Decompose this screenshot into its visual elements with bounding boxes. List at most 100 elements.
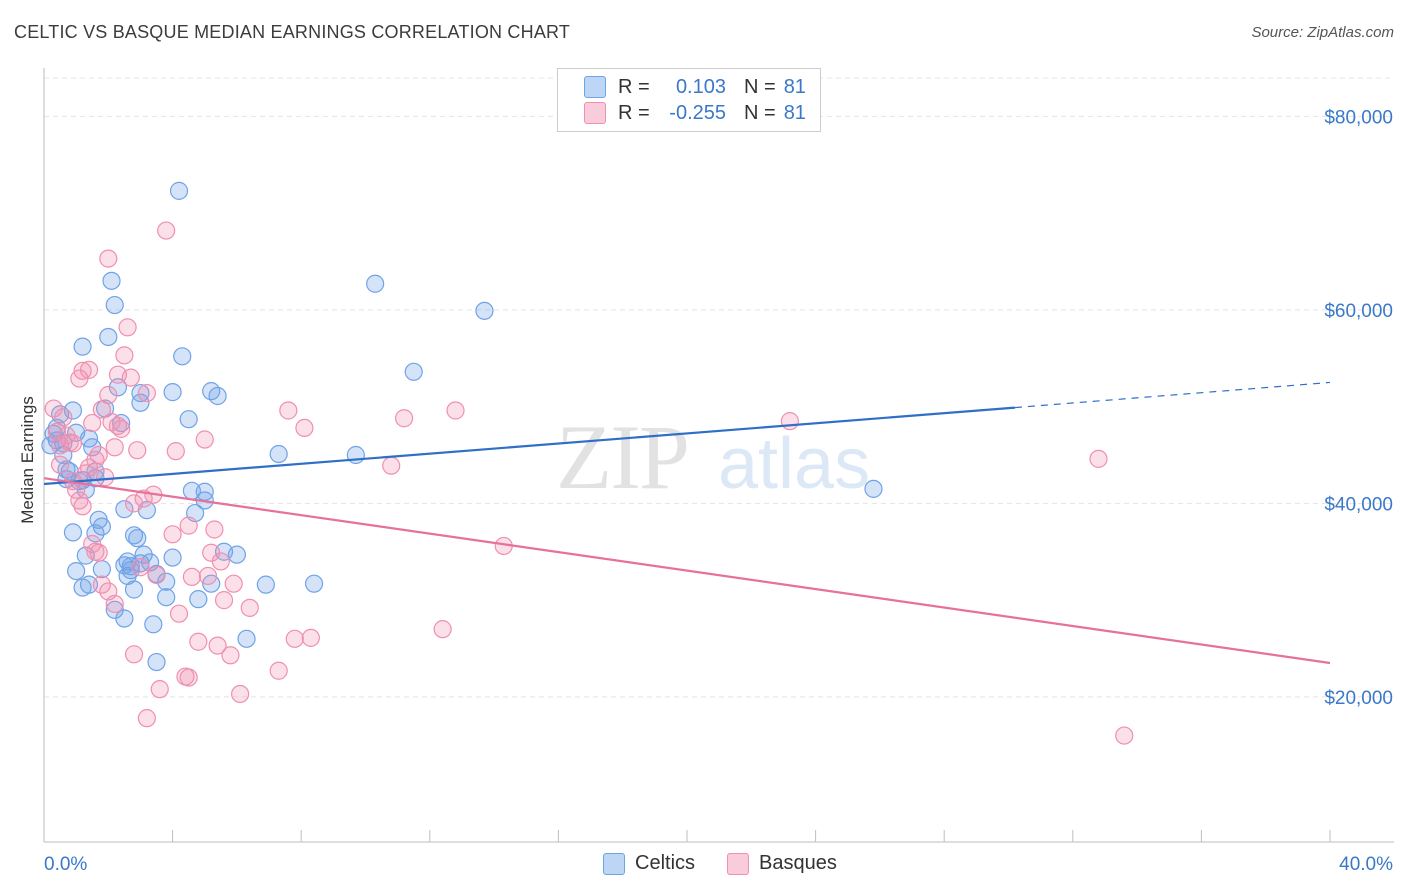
point-basques [150,680,169,699]
point-celtics [208,386,227,406]
point-basques [240,598,259,617]
point-celtics [63,523,83,542]
point-basques [134,489,153,508]
point-celtics [864,479,883,498]
series-celtics [41,181,883,672]
point-basques [70,491,89,510]
point-celtics [124,580,144,599]
point-celtics [256,575,275,594]
point-celtics [237,629,256,648]
point-celtics [169,181,189,200]
trend-line-celtics [43,406,1016,486]
point-celtics [304,574,324,593]
point-basques [269,661,288,680]
legend-n-value: 81 [783,75,806,98]
axis-labels: $20,000 $40,000 $60,000 $80,000 0.0% 40.0% Med… [18,107,1393,875]
trend-line-basques [43,477,1331,665]
point-celtics [63,401,83,420]
point-basques [166,442,185,461]
point-basques [179,516,198,535]
legend-r-label: R = [618,101,650,124]
point-celtics [173,347,192,366]
point-basques [50,455,70,474]
point-basques [198,566,218,586]
point-basques [131,558,150,577]
point-celtics [475,301,494,320]
point-basques [105,438,124,457]
legend-n-label: N = [744,101,776,124]
legend-n-value: 81 [783,101,806,124]
point-basques [169,604,189,623]
point-celtics [92,517,111,536]
point-basques [382,456,401,475]
x-tick-label-min: 0.0% [44,854,87,875]
point-basques [108,416,128,436]
legend-r-value: 0.103 [675,75,726,98]
legend-swatch-basques [584,102,606,124]
point-celtics [102,271,121,290]
bottom-legend-celtics: Celtics [603,852,695,875]
point-celtics [108,378,128,397]
point-celtics [366,274,385,293]
point-basques [221,646,240,665]
point-basques [189,632,208,651]
point-basques [76,464,95,483]
point-celtics [112,413,131,433]
point-basques [115,346,134,365]
point-celtics [131,554,150,573]
point-basques [92,575,111,594]
series-basques [44,221,1134,745]
axes [43,68,1394,843]
point-basques [163,525,182,544]
point-basques [95,468,115,487]
point-celtics [404,362,423,381]
point-basques [1089,449,1108,468]
point-basques [83,413,102,433]
point-basques [137,709,156,728]
point-celtics [92,560,111,579]
legend-row-basques: R = -0.255 N = 81 [584,100,806,126]
point-celtics [73,578,92,597]
chart-title: CELTIC VS BASQUE MEDIAN EARNINGS CORRELA… [14,22,571,42]
point-basques [433,620,452,639]
trend-lines [43,381,1331,665]
point-celtics [227,545,246,564]
point-basques [224,574,243,593]
point-celtics [157,588,176,607]
x-tick-label-max: 40.0% [1339,854,1393,875]
point-basques [214,591,234,610]
point-basques [285,629,304,648]
point-celtics [189,590,208,609]
legend-n-label: N = [744,75,776,98]
point-basques [124,645,144,664]
point-basques [195,430,214,449]
point-basques [112,419,131,438]
point-basques [105,594,124,614]
y-tick-label: $80,000 [1324,107,1393,128]
point-celtics [99,327,118,347]
point-basques [446,401,465,420]
bottom-legend-basques: Basques [727,852,837,875]
point-basques [89,445,108,465]
bottom-legend-label-basques: Basques [759,852,837,874]
point-basques [137,383,156,403]
point-basques [118,318,137,337]
y-tick-label: $60,000 [1324,301,1393,322]
watermark-zip: ZIP [556,406,688,508]
point-basques [394,409,414,428]
point-celtics [86,524,105,543]
legend: R = 0.103 N = 81 R = -0.255 N = 81 [557,68,821,132]
point-celtics [131,393,150,412]
point-basques [73,497,92,516]
point-basques [128,441,147,460]
point-celtics [147,652,166,672]
point-basques [205,520,224,539]
point-celtics [269,444,288,464]
legend-swatch-celtics [584,76,606,98]
point-basques [54,408,73,427]
point-basques [121,368,140,387]
bottom-legend-label-celtics: Celtics [635,852,696,874]
point-basques [124,494,144,513]
point-basques [182,567,201,587]
